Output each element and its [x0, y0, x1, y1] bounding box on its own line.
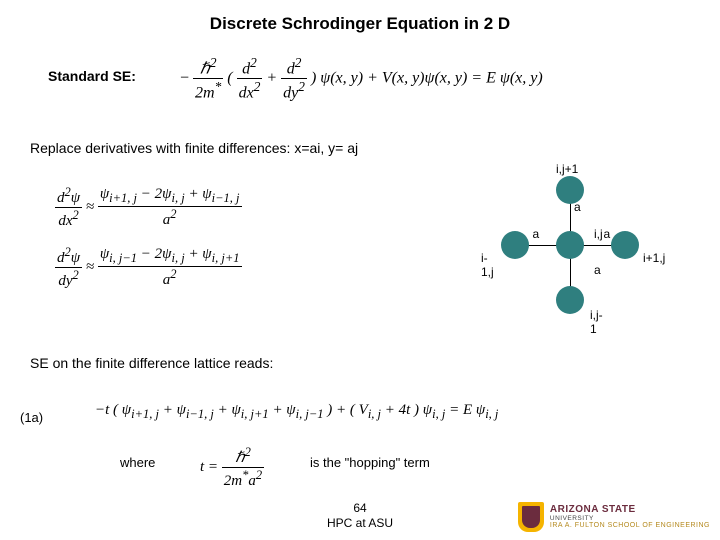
lbl-a: a	[574, 200, 581, 214]
page-number: 64	[353, 501, 366, 515]
node-bottom	[556, 286, 584, 314]
page-title: Discrete Schrodinger Equation in 2 D	[0, 0, 720, 34]
asu-logo: ARIZONA STATE UNIVERSITY IRA A. FULTON S…	[518, 502, 710, 532]
footer-text: HPC at ASU	[327, 516, 393, 530]
label-standard-se: Standard SE:	[48, 68, 136, 84]
node-center	[556, 231, 584, 259]
lbl-left: i-1,j	[481, 251, 494, 279]
label-hopping: is the "hopping" term	[310, 455, 430, 470]
lbl-a: a	[604, 227, 611, 241]
eq-d2x: d2ψdx2 ≈ ψi+1, j − 2ψi, j + ψi−1, ja2	[55, 185, 242, 230]
label-se-reads: SE on the finite difference lattice read…	[30, 355, 273, 371]
eq-schrodinger: − ℏ22m* ( d2dx2 + d2dy2 ) ψ(x, y) + V(x,…	[180, 55, 543, 103]
lbl-top: i,j+1	[556, 162, 578, 176]
eq-t-def: t = ℏ22m*a2	[200, 445, 264, 490]
lbl-a: a	[594, 263, 601, 277]
lbl-center: i,j	[594, 227, 603, 241]
eq-lattice: −t ( ψi+1, j + ψi−1, j + ψi, j+1 + ψi, j…	[95, 402, 498, 422]
logo-text: ARIZONA STATE UNIVERSITY IRA A. FULTON S…	[550, 504, 710, 530]
node-right	[611, 231, 639, 259]
lbl-right: i+1,j	[643, 251, 665, 265]
node-left	[501, 231, 529, 259]
shield-icon	[518, 502, 544, 532]
eq-d2y: d2ψdy2 ≈ ψi, j−1 − 2ψi, j + ψi, j+1a2	[55, 245, 242, 290]
lbl-a: a	[533, 227, 540, 241]
label-replace: Replace derivatives with finite differen…	[30, 140, 358, 156]
eq-tag-1a: (1a)	[20, 410, 43, 425]
lbl-bottom: i,j-1	[590, 308, 603, 336]
label-where: where	[120, 455, 155, 470]
